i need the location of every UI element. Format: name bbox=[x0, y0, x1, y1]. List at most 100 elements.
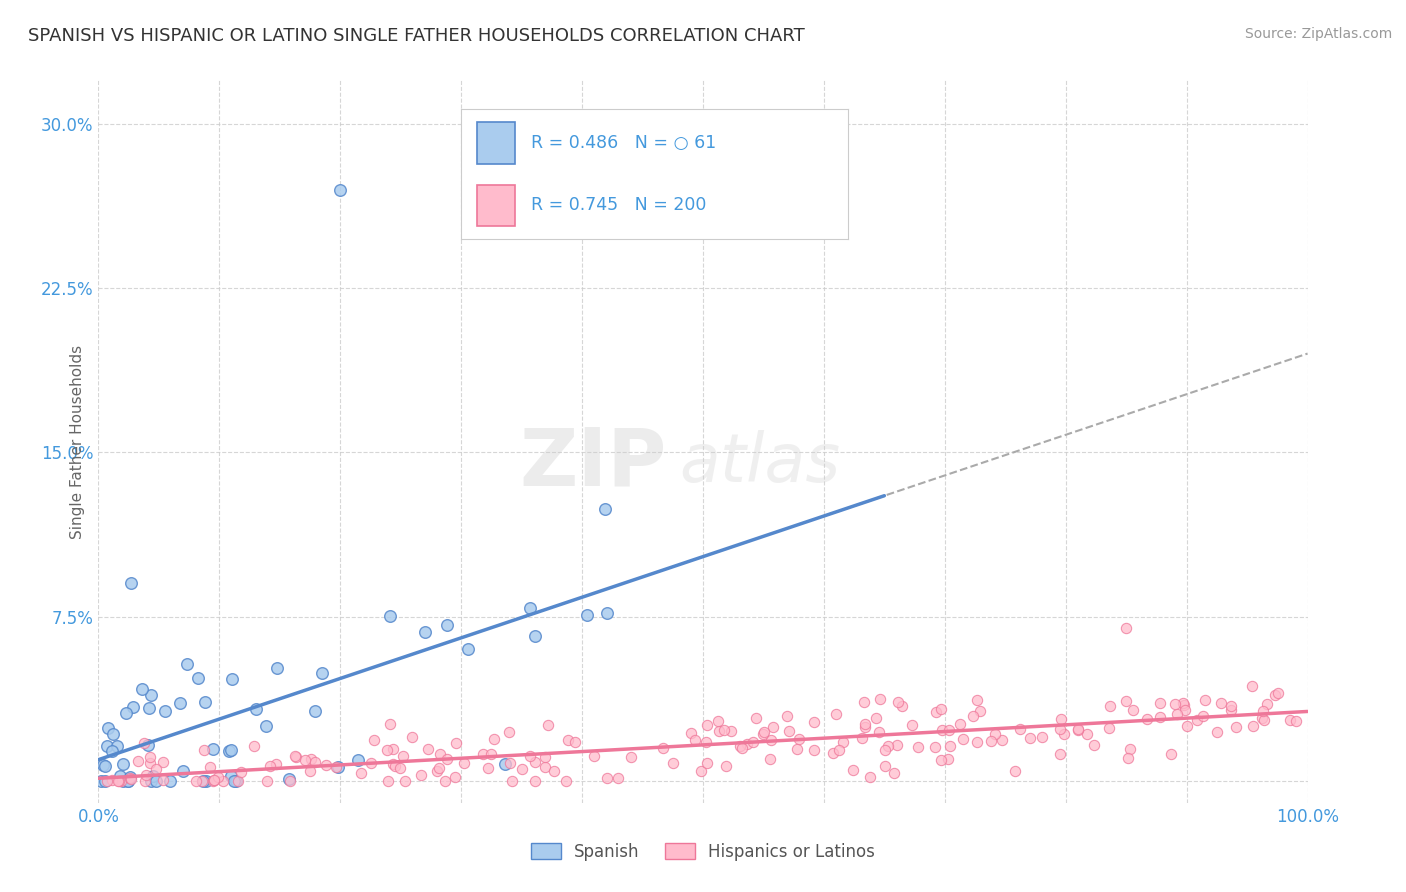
Point bbox=[433, 773, 456, 788]
Point bbox=[221, 672, 243, 686]
Point bbox=[681, 725, 703, 739]
Point bbox=[931, 723, 953, 738]
Point bbox=[1053, 727, 1076, 741]
Point bbox=[683, 733, 706, 747]
Point bbox=[841, 764, 863, 778]
Point bbox=[243, 739, 266, 754]
Point bbox=[1149, 710, 1171, 724]
Point bbox=[938, 723, 960, 737]
Text: atlas: atlas bbox=[679, 431, 839, 497]
Point bbox=[962, 709, 984, 723]
Point bbox=[153, 704, 176, 718]
Point bbox=[524, 629, 547, 643]
Point bbox=[388, 761, 411, 775]
Point bbox=[194, 695, 217, 709]
Point bbox=[695, 735, 717, 749]
Legend: Spanish, Hispanics or Latinos: Spanish, Hispanics or Latinos bbox=[524, 837, 882, 868]
Point bbox=[696, 756, 718, 770]
Point bbox=[1098, 699, 1121, 714]
Point bbox=[138, 700, 160, 714]
Point bbox=[1264, 688, 1286, 702]
Point bbox=[1219, 699, 1241, 714]
Point bbox=[519, 749, 541, 764]
Point bbox=[1166, 706, 1188, 721]
Point bbox=[1031, 731, 1053, 745]
Point bbox=[416, 742, 439, 756]
Point bbox=[482, 732, 505, 747]
Point bbox=[966, 735, 988, 749]
Point bbox=[120, 771, 142, 785]
Point bbox=[924, 739, 946, 754]
Point bbox=[380, 609, 402, 624]
Point bbox=[381, 741, 404, 756]
Point bbox=[886, 738, 908, 752]
Point bbox=[363, 733, 385, 747]
Point bbox=[825, 706, 848, 721]
Point bbox=[716, 759, 738, 773]
Point bbox=[775, 709, 797, 723]
Point bbox=[523, 773, 546, 788]
Point bbox=[821, 746, 844, 760]
Point bbox=[134, 773, 156, 788]
Text: ZIP: ZIP bbox=[519, 425, 666, 502]
Point bbox=[101, 773, 124, 788]
Point bbox=[662, 756, 685, 770]
Point bbox=[427, 761, 450, 775]
Point bbox=[689, 764, 711, 778]
Point bbox=[1174, 703, 1197, 717]
Point bbox=[278, 772, 301, 786]
Point bbox=[803, 743, 825, 757]
Point bbox=[195, 773, 218, 788]
Point bbox=[1066, 723, 1088, 737]
Point bbox=[1119, 741, 1142, 756]
Point bbox=[1240, 679, 1263, 693]
Point bbox=[145, 762, 167, 776]
Point bbox=[1049, 747, 1071, 761]
Point bbox=[120, 771, 142, 785]
Point bbox=[187, 671, 209, 685]
Point bbox=[328, 760, 350, 774]
Point bbox=[1067, 722, 1090, 736]
Point bbox=[1251, 704, 1274, 718]
Point bbox=[202, 772, 225, 787]
Point bbox=[499, 756, 522, 771]
Point bbox=[225, 773, 247, 788]
Point bbox=[436, 618, 458, 632]
Point bbox=[925, 705, 948, 719]
Point bbox=[284, 749, 307, 764]
Point bbox=[176, 657, 198, 671]
Point bbox=[93, 757, 115, 772]
Point bbox=[852, 695, 875, 709]
Point bbox=[969, 704, 991, 718]
Point bbox=[346, 753, 368, 767]
Point bbox=[533, 760, 555, 774]
Point bbox=[1098, 721, 1121, 735]
Point bbox=[152, 755, 174, 769]
Point bbox=[984, 727, 1007, 741]
Point bbox=[728, 739, 751, 753]
Point bbox=[284, 749, 307, 764]
Point bbox=[304, 704, 326, 718]
Point bbox=[329, 183, 352, 197]
Point bbox=[651, 741, 673, 756]
Point bbox=[707, 723, 730, 738]
Point bbox=[707, 714, 730, 728]
Point bbox=[1209, 696, 1232, 710]
Point bbox=[139, 756, 162, 770]
Point bbox=[1225, 720, 1247, 734]
Point bbox=[444, 770, 467, 784]
Point bbox=[859, 770, 882, 784]
Point bbox=[619, 750, 641, 764]
Point bbox=[112, 756, 135, 771]
Point bbox=[112, 773, 135, 788]
Point bbox=[325, 760, 347, 774]
Point bbox=[519, 601, 541, 615]
Point bbox=[1049, 722, 1071, 736]
Point bbox=[759, 732, 782, 747]
Point bbox=[510, 762, 533, 776]
Point bbox=[381, 756, 404, 771]
Point bbox=[375, 743, 398, 757]
Point bbox=[453, 756, 475, 770]
Text: Source: ZipAtlas.com: Source: ZipAtlas.com bbox=[1244, 27, 1392, 41]
Point bbox=[936, 752, 959, 766]
